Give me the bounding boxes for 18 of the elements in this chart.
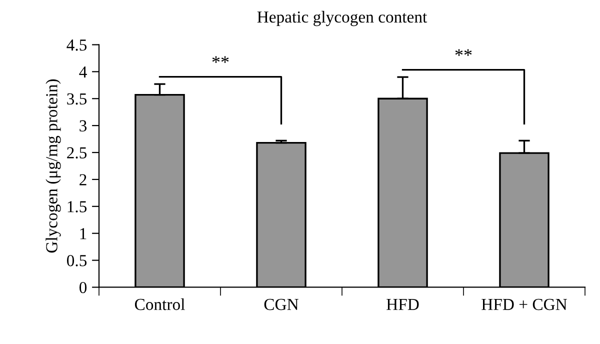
y-tick-label: 4.5 bbox=[66, 40, 87, 51]
y-tick-label: 2 bbox=[80, 174, 86, 186]
x-tick-label: CGN bbox=[264, 298, 298, 310]
y-tick-label: 0.5 bbox=[66, 254, 87, 266]
y-tick-label: 1.5 bbox=[68, 201, 87, 212]
x-tick-label: HFD + CGN bbox=[482, 298, 567, 310]
x-tick-label: HFD bbox=[386, 299, 419, 310]
annotation: ** bbox=[455, 49, 472, 56]
annotation: ** bbox=[212, 56, 229, 63]
y-tick-label: 3 bbox=[80, 120, 87, 132]
y-tick-label: 0 bbox=[79, 282, 87, 294]
y-tick-label: 2.5 bbox=[67, 147, 87, 159]
x-tick-label: Control bbox=[134, 298, 185, 310]
y-tick-label: 4 bbox=[79, 66, 87, 78]
y-axis-title: Glycogen (μg/mg protein) bbox=[46, 79, 61, 253]
y-tick-label: 1 bbox=[80, 228, 86, 240]
chart-title: Hepatic glycogen content bbox=[257, 10, 428, 26]
y-tick-label: 3.5 bbox=[67, 93, 87, 105]
